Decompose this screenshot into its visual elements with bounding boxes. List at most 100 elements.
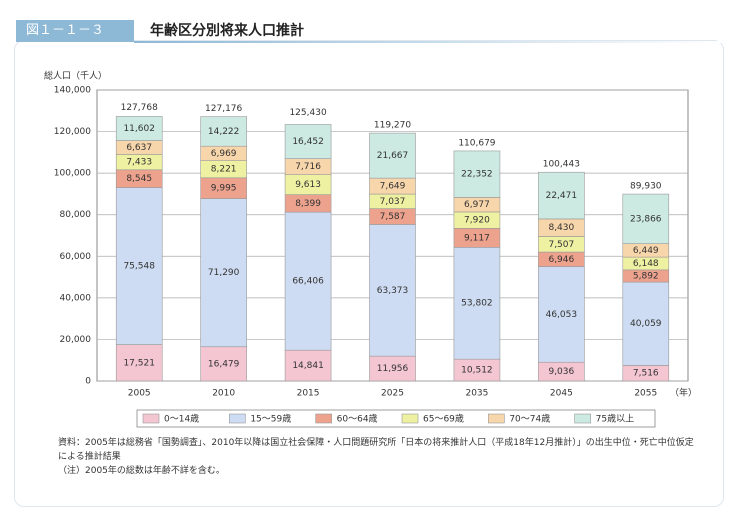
x-tick-label: 2005	[128, 389, 151, 399]
value-label: 46,053	[546, 310, 578, 320]
total-label: 110,679	[458, 138, 495, 148]
legend-swatch	[315, 413, 332, 424]
value-label: 14,222	[208, 127, 240, 137]
total-label: 125,430	[289, 108, 326, 118]
header-rule	[134, 41, 722, 43]
legend-label: 65～69歳	[423, 413, 464, 425]
legend-label: 75歳以上	[596, 413, 634, 425]
x-tick-label: 2025	[381, 389, 404, 399]
value-label: 23,866	[630, 214, 662, 224]
legend-label: 70～74歳	[509, 413, 550, 425]
bar-segment	[622, 281, 670, 366]
bar-segment	[284, 124, 332, 159]
value-label: 7,037	[380, 197, 406, 207]
bar-segment	[622, 193, 670, 244]
x-tick-label: 2055	[634, 389, 657, 399]
x-unit: （年）	[670, 387, 697, 399]
value-label: 8,430	[548, 223, 574, 233]
value-label: 71,290	[208, 268, 240, 278]
value-label: 7,716	[295, 162, 321, 172]
value-label: 66,406	[292, 277, 324, 287]
legend-label: 60～64歳	[337, 413, 378, 425]
y-tick-label: 20,000	[60, 335, 92, 345]
value-label: 9,613	[295, 180, 321, 190]
bar-segment	[538, 171, 585, 220]
value-label: 6,969	[211, 149, 237, 159]
value-label: 9,036	[548, 367, 574, 377]
value-label: 63,373	[377, 286, 409, 296]
legend-swatch	[574, 413, 591, 424]
y-tick-label: 120,000	[54, 127, 91, 137]
value-label: 7,649	[380, 182, 406, 192]
y-tick-label: 40,000	[60, 293, 92, 303]
value-label: 22,352	[461, 170, 493, 180]
value-label: 6,449	[633, 246, 659, 256]
value-label: 6,148	[633, 259, 659, 269]
value-label: 9,995	[211, 184, 237, 194]
value-label: 16,479	[208, 359, 240, 369]
note: （注）2005年の総数は年齢不詳を含む。	[58, 466, 225, 476]
value-label: 7,507	[548, 240, 574, 250]
bar-segment	[200, 116, 247, 147]
value-label: 75,548	[123, 262, 155, 272]
y-tick-label: 80,000	[60, 210, 92, 220]
bar-segment	[115, 187, 163, 345]
total-label: 127,176	[205, 104, 242, 114]
value-label: 5,892	[633, 271, 659, 281]
legend-box	[136, 409, 656, 428]
total-label: 100,443	[543, 160, 580, 170]
bar-segment	[200, 346, 247, 382]
value-label: 6,637	[126, 143, 152, 153]
value-label: 7,433	[126, 158, 152, 168]
y-tick-label: 0	[85, 377, 91, 387]
bar-segment	[369, 355, 416, 382]
bar-segment	[538, 266, 585, 363]
bar-segment	[453, 150, 501, 198]
legend-swatch	[488, 413, 505, 424]
notes: 資料：2005年は総務省「国勢調査」、2010年以降は国立社会保障・人口問題研究…	[58, 436, 698, 478]
y-tick-label: 60,000	[60, 252, 92, 262]
title: 年齢区分別将来人口推計	[150, 23, 304, 39]
total-label: 127,768	[121, 103, 158, 113]
legend-label: 0～14歳	[164, 413, 199, 425]
x-tick-label: 2010	[212, 389, 235, 399]
value-label: 6,977	[464, 200, 490, 210]
y-tick-label: 140,000	[54, 86, 91, 96]
value-label: 17,521	[123, 358, 155, 368]
value-label: 8,545	[126, 174, 152, 184]
value-label: 7,587	[380, 212, 406, 222]
value-label: 14,841	[292, 361, 324, 371]
x-tick-label: 2045	[550, 389, 573, 399]
total-label: 119,270	[374, 121, 411, 131]
legend-label: 15～59歳	[250, 413, 291, 425]
y-axis-label: 総人口（千人）	[44, 70, 107, 82]
value-label: 6,946	[548, 255, 574, 265]
bar-segment	[284, 211, 332, 351]
bar-segment	[115, 344, 163, 382]
value-label: 11,956	[377, 364, 409, 374]
value-label: 8,221	[211, 165, 237, 175]
bar-segment	[369, 224, 416, 357]
x-tick-label: 2035	[465, 389, 488, 399]
total-label: 89,930	[630, 182, 662, 192]
value-label: 9,117	[464, 233, 490, 243]
x-tick-label: 2015	[297, 389, 320, 399]
value-label: 10,512	[461, 366, 493, 376]
y-tick-label: 100,000	[54, 169, 91, 179]
figure-number: 図１－１－３	[16, 20, 134, 42]
value-label: 53,802	[461, 299, 493, 309]
value-label: 22,471	[546, 191, 578, 201]
value-label: 16,452	[292, 137, 324, 147]
bar-segment	[115, 116, 163, 141]
value-label: 7,920	[464, 216, 490, 226]
value-label: 8,399	[295, 199, 321, 209]
legend-swatch	[229, 413, 246, 424]
value-label: 7,516	[633, 369, 659, 379]
value-label: 40,059	[630, 319, 662, 329]
value-label: 21,667	[377, 151, 409, 161]
bar-segment	[369, 132, 416, 179]
bar-segment	[200, 198, 247, 348]
legend-swatch	[142, 413, 160, 424]
